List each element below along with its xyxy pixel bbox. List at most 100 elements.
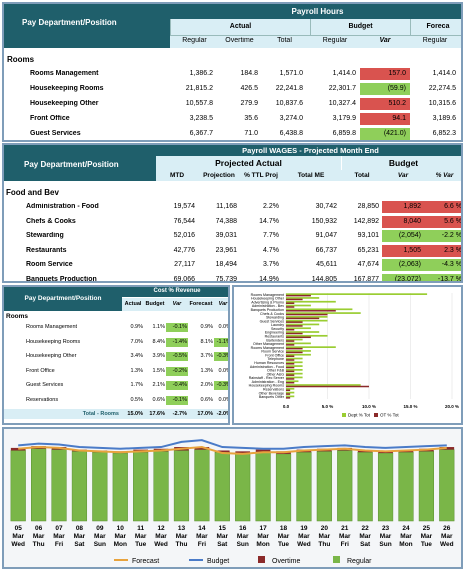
hbar-ot-bar — [286, 328, 295, 331]
hours-cell: 1,571.0 — [279, 70, 303, 77]
hbar-category-label: Other A&G — [267, 372, 285, 376]
daily-x-day: 05 — [15, 525, 23, 532]
daily-x-weekday: Wed — [297, 541, 311, 548]
hbar-legend-ot: OT % Tot — [380, 413, 399, 418]
daily-x-weekday: Sun — [237, 541, 249, 548]
wages-subheader: Total — [354, 172, 370, 179]
daily-x-day: 07 — [55, 525, 63, 532]
hours-sub-budget-var: Var — [379, 37, 391, 44]
hours-cell: 35.6 — [244, 115, 258, 122]
daily-x-month: Mar — [33, 533, 45, 540]
hbar-category-label: Rooms Management — [251, 346, 284, 350]
daily-x-month: Mar — [298, 533, 310, 540]
hbar-ot-bar — [286, 336, 311, 339]
cost-cell: 8.1% — [200, 338, 213, 345]
wages-subheader: % Var — [435, 172, 454, 179]
wages-group-budget: Budget — [342, 156, 461, 170]
wages-row-name: Chefs & Cooks — [26, 217, 76, 225]
cost-cell: 2.0% — [200, 382, 213, 388]
cost-total-name: Total - Rooms — [82, 411, 119, 417]
hbar-ot-bar — [286, 317, 320, 320]
wages-cell: 14.9% — [259, 276, 279, 283]
daily-x-weekday: Wed — [11, 541, 25, 548]
dept-percent-hbar-chart: 0.0 5.0 % 10.0 % 15.0 % 20.0 % Rooms Manageme… — [249, 293, 459, 418]
cost-total-cell: 17.0% — [197, 411, 213, 417]
daily-x-month: Mar — [155, 533, 167, 540]
wages-cell: 14.7% — [259, 217, 279, 225]
wages-subheader: Var — [397, 172, 409, 179]
wages-title: Payroll WAGES - Projected Month End — [156, 145, 461, 156]
daily-x-weekday: Mon — [256, 541, 269, 548]
daily-x-day: 14 — [198, 525, 206, 532]
cost-cell: 1.1% — [152, 324, 165, 330]
wages-cell: 45,611 — [316, 261, 337, 269]
daily-x-weekday: Mon — [399, 541, 412, 548]
hours-cell: 22,301.7 — [328, 85, 356, 92]
hours-sub-total: Total — [277, 37, 292, 44]
hours-cell: 71.0 — [244, 130, 258, 137]
wages-cell: 3.7% — [263, 261, 279, 269]
wages-cell: (2,054) — [382, 230, 424, 243]
cost-cell: -0.3% — [214, 352, 228, 361]
daily-x-weekday: Sat — [74, 541, 85, 548]
daily-x-weekday: Wed — [440, 541, 454, 548]
hbar-ot-bar — [286, 385, 369, 388]
hbar-category-label: Other Management — [253, 342, 284, 346]
daily-regular-bar — [112, 452, 128, 522]
daily-regular-bar — [194, 449, 210, 522]
daily-x-day: 25 — [423, 525, 431, 532]
cost-cell: 2.1% — [152, 382, 165, 388]
daily-x-weekday: Wed — [154, 541, 168, 548]
daily-x-day: 13 — [178, 525, 186, 532]
hbar-category-label: Advertising & Promo — [251, 300, 284, 304]
daily-x-day: 17 — [259, 525, 267, 532]
daily-regular-bar — [316, 451, 332, 522]
hbar-ot-bar — [286, 340, 295, 342]
cost-cell: -0.5% — [166, 352, 188, 361]
wages-subheader: Total ME — [297, 172, 325, 179]
daily-x-month: Mar — [176, 533, 188, 540]
hbar-category-label: Laundry — [271, 323, 284, 327]
hours-cell: 22,241.8 — [275, 85, 303, 92]
hbar-ot-bar — [286, 313, 328, 316]
hbar-dept-bar — [286, 387, 295, 390]
daily-regular-bar — [71, 451, 88, 522]
hbar-dept-bar — [286, 372, 303, 375]
hours-sub-overtime: Overtime — [225, 37, 254, 44]
wages-cell: (2,063) — [382, 259, 424, 272]
cost-total-cell: 17.6% — [149, 411, 165, 417]
cost-cell: 1.7% — [130, 382, 143, 388]
wages-cell: 66,737 — [315, 246, 337, 254]
wages-row-name: Banquets Production — [26, 276, 97, 283]
hbar-ot-bar — [286, 378, 295, 380]
daily-x-month: Mar — [278, 533, 290, 540]
hbar-category-label: Restaurants — [265, 334, 285, 338]
daily-x-day: 23 — [382, 525, 390, 532]
hours-row-name: Housekeeping Rooms — [30, 85, 104, 92]
payroll-hours-panel: Pay Department/Position Payroll Hours Ac… — [2, 2, 463, 142]
hours-row-name: Front Office — [30, 115, 70, 122]
cost-cell: 7.0% — [130, 338, 143, 345]
daily-legend-swatch — [258, 556, 265, 563]
hbar-category-label: Housekeeping Other — [251, 297, 285, 301]
hbar-tick-label: 15.0 % — [403, 404, 417, 409]
hbar-dept-bar — [286, 361, 303, 364]
daily-x-weekday: Fri — [341, 541, 350, 548]
hbar-dept-bar — [286, 369, 303, 371]
wages-cell: 69,066 — [173, 276, 195, 283]
wages-cell: 47,674 — [357, 261, 379, 269]
daily-x-day: 15 — [219, 525, 227, 532]
daily-legend-swatch — [333, 556, 340, 563]
wages-cell: 93,101 — [357, 232, 379, 240]
daily-x-month: Mar — [94, 533, 106, 540]
wages-cell: -4.3 % — [424, 259, 461, 272]
hbar-legend-swatch-dept — [342, 413, 346, 417]
hbar-category-label: Room Service — [261, 350, 284, 354]
hbar-dept-bar — [286, 308, 353, 311]
daily-x-month: Mar — [380, 533, 392, 540]
cost-cell: 8.4% — [152, 338, 165, 345]
wages-cell: 30,742 — [315, 203, 337, 210]
hours-cell: 3,179.9 — [332, 115, 356, 122]
daily-x-weekday: Thu — [176, 541, 188, 548]
daily-regular-bar — [398, 451, 414, 522]
